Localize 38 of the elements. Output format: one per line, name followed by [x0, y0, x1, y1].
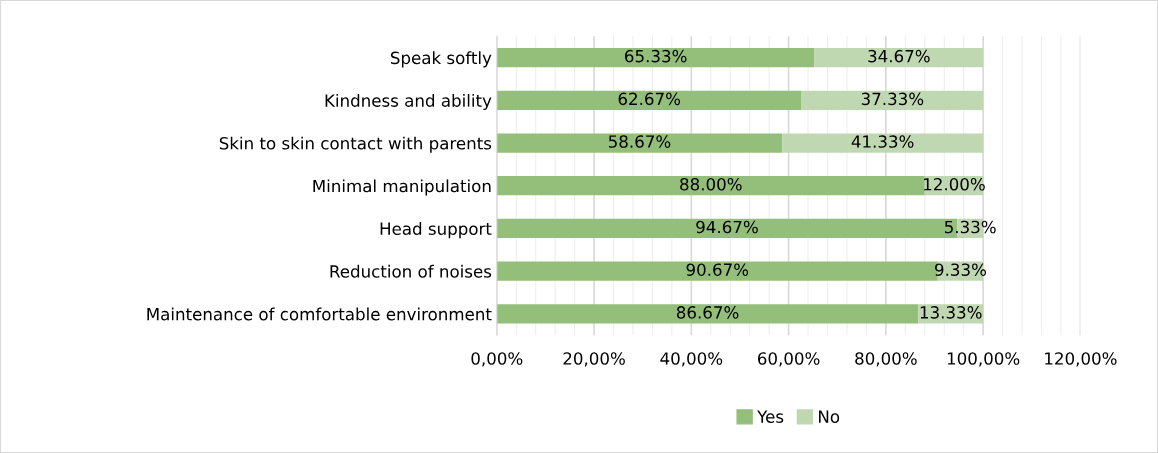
x-tick-label: 80,00% — [855, 352, 917, 367]
y-tick-label: Kindness and ability — [325, 93, 492, 111]
data-label: 58.67% — [608, 135, 671, 148]
data-label: 41.33% — [851, 135, 914, 148]
y-tick-label: Speak softly — [390, 51, 492, 68]
bar — [496, 133, 783, 153]
data-label: 12.00% — [924, 177, 985, 191]
data-label: 37.33% — [861, 92, 924, 106]
bar — [801, 90, 984, 110]
legend-label: Yes — [757, 410, 784, 423]
x-tick-label: 20,00% — [563, 352, 625, 367]
data-label: 90.67% — [686, 263, 749, 276]
bar — [496, 176, 925, 196]
y-tick-label: Minimal manipulation — [313, 179, 491, 196]
bar — [782, 133, 984, 153]
y-tick-label: Head support — [380, 222, 492, 239]
y-tick-label: Maintenance of comfortable environment — [147, 307, 492, 321]
data-label: 86.67% — [676, 306, 739, 319]
data-label: 65.33% — [625, 49, 687, 63]
y-tick-label: Reduction of noises — [330, 264, 492, 278]
bar — [496, 47, 815, 68]
x-tick-label: 100,00% — [947, 352, 1020, 367]
data-label: 9.33% — [935, 263, 987, 276]
bar — [814, 47, 984, 68]
bar — [496, 90, 802, 110]
y-tick-label: Skin to skin contact with parents — [219, 136, 492, 153]
legend-label: No — [819, 410, 840, 423]
x-tick-label: 60,00% — [757, 352, 820, 367]
data-label: 13.33% — [920, 306, 982, 319]
data-label: 34.67% — [868, 49, 930, 63]
data-label: 5.33% — [944, 220, 996, 234]
x-tick-label: 40,00% — [660, 352, 723, 367]
data-label: 62.67% — [618, 92, 681, 106]
data-label: 88.00% — [680, 177, 742, 191]
bar — [496, 304, 919, 324]
data-label: 94.67% — [696, 220, 758, 234]
x-tick-label: 120,00% — [1045, 352, 1117, 367]
x-tick-label: 0,00% — [471, 352, 523, 367]
